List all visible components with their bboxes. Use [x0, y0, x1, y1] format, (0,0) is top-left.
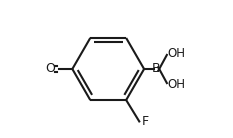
- Text: O: O: [46, 63, 55, 75]
- Text: OH: OH: [168, 47, 185, 60]
- Text: F: F: [142, 115, 149, 128]
- Text: B: B: [151, 63, 160, 75]
- Text: OH: OH: [168, 78, 185, 91]
